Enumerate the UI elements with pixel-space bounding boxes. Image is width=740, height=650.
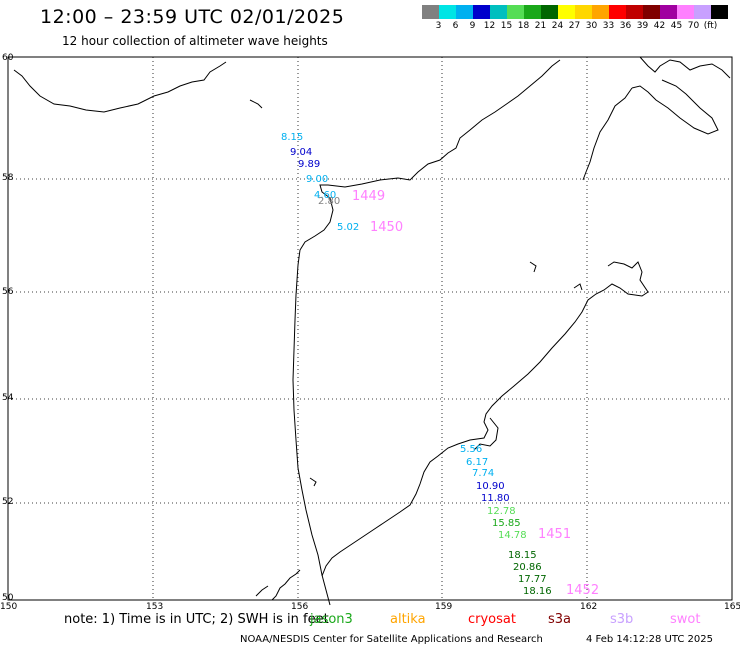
legend-tick-label: 15 (500, 21, 513, 31)
lon-label: 150 (0, 602, 17, 612)
lon-label: 159 (435, 602, 452, 612)
legend-tick-label: 33 (602, 21, 615, 31)
lon-label: 153 (146, 602, 163, 612)
legend-swatch (507, 5, 524, 19)
pass-time-label: 1451 (538, 527, 571, 542)
observation-label: 7.74 (472, 468, 494, 479)
observation-label: 15.85 (492, 518, 521, 529)
observation-label: 6.17 (466, 457, 488, 468)
legend-swatch (643, 5, 660, 19)
lat-label: 58 (2, 173, 14, 183)
legend-tick-label: 6 (452, 21, 459, 31)
map-subtitle: 12 hour collection of altimeter wave hei… (62, 34, 328, 48)
legend-unit: (ft) (703, 21, 718, 31)
legend-swatch (541, 5, 558, 19)
map-frame (7, 56, 733, 601)
observation-label: 9.89 (298, 159, 320, 170)
legend-tick-label: 12 (483, 21, 496, 31)
legend-tick-label: 70 (687, 21, 700, 31)
legend-swatch (524, 5, 541, 19)
observation-label: 9.04 (290, 147, 312, 158)
legend-swatch (439, 5, 456, 19)
lat-label: 56 (2, 287, 14, 297)
legend-swatch (592, 5, 609, 19)
pass-time-label: 1449 (352, 189, 385, 204)
pass-time-label: 1450 (370, 220, 403, 235)
observation-label: 8.15 (281, 132, 303, 143)
lat-label: 54 (2, 393, 14, 403)
wave-height-observations: 8.15 9.04 9.89 9.00 4.60 2.80 5.02 5.56 … (281, 132, 552, 597)
observation-label: 11.80 (481, 493, 510, 504)
legend-tick-label: 36 (619, 21, 632, 31)
observation-label: 18.15 (508, 550, 537, 561)
legend-tick-label: 30 (585, 21, 598, 31)
legend-tick-label: 18 (517, 21, 530, 31)
lat-label: 52 (2, 497, 13, 507)
legend-tick-label: 39 (636, 21, 649, 31)
legend-tick-label: 24 (551, 21, 564, 31)
legend-swatch (456, 5, 473, 19)
satellite-label: jason3 (310, 612, 353, 627)
satellite-label: s3b (610, 612, 634, 627)
legend-tick-label: 9 (469, 21, 476, 31)
observation-label: 4.60 (314, 190, 336, 201)
footnote: note: 1) Time is in UTC; 2) SWH is in fe… (64, 612, 329, 627)
legend-tick-label: 42 (653, 21, 666, 31)
legend-swatch (490, 5, 507, 19)
legend-swatch (422, 5, 439, 19)
lat-label: 50 (2, 593, 14, 603)
observation-label: 5.56 (460, 444, 482, 455)
legend-swatch (694, 5, 711, 19)
satellite-label: s3a (548, 612, 572, 627)
lon-label: 156 (291, 602, 308, 612)
legend-tick-label: 3 (435, 21, 442, 31)
legend-swatch (711, 5, 728, 19)
observation-label: 9.00 (306, 174, 328, 185)
legend-swatch (558, 5, 575, 19)
lon-label: 165 (724, 602, 740, 612)
legend-swatch (609, 5, 626, 19)
satellite-label: swot (670, 612, 701, 627)
lat-label: 60 (2, 53, 14, 63)
lon-label: 162 (580, 602, 597, 612)
timestamp: 4 Feb 14:12:28 UTC 2025 (586, 634, 713, 645)
color-legend: 3 6 9 12 15 18 21 24 27 30 33 36 39 42 45 70 (ft) (422, 5, 728, 31)
observation-label: 2.80 (318, 196, 340, 207)
legend-swatch (626, 5, 643, 19)
observation-label: 10.90 (476, 481, 505, 492)
axis-labels: 60 58 56 54 52 50 150 153 156 159 162 16… (0, 53, 740, 612)
observation-label: 17.77 (518, 574, 547, 585)
observation-label: 20.86 (513, 562, 542, 573)
legend-color-bar (422, 5, 728, 19)
coastline (13, 56, 731, 606)
observation-label: 14.78 (498, 530, 527, 541)
legend-tick-label: 27 (568, 21, 581, 31)
legend-swatch (473, 5, 490, 19)
observation-label: 5.02 (337, 222, 359, 233)
credit-line: NOAA/NESDIS Center for Satellite Applica… (240, 634, 543, 645)
observation-label: 18.16 (523, 586, 552, 597)
legend-tick-labels: 3 6 9 12 15 18 21 24 27 30 33 36 39 42 45 70 (ft) (422, 21, 728, 31)
legend-swatch (677, 5, 694, 19)
legend-swatch (660, 5, 677, 19)
satellite-label: cryosat (468, 612, 516, 627)
graticule (8, 57, 732, 600)
satellite-label: altika (390, 612, 426, 627)
pass-time-labels: 1449 1450 1451 1452 (352, 189, 599, 598)
legend-swatch (575, 5, 592, 19)
observation-label: 12.78 (487, 506, 516, 517)
legend-tick-label: 45 (670, 21, 683, 31)
map-title: 12:00 – 23:59 UTC 02/01/2025 (40, 6, 345, 28)
legend-tick-label: 21 (534, 21, 547, 31)
pass-time-label: 1452 (566, 583, 599, 598)
